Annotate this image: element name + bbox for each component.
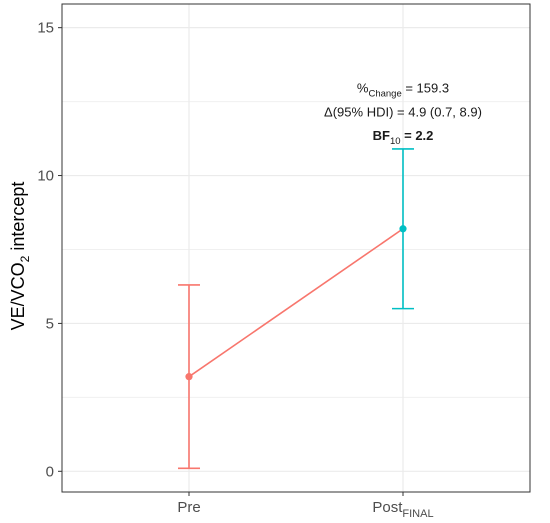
y-tick-label: 5 — [46, 315, 54, 332]
series-line — [188, 228, 404, 378]
annotation-delta-hdi: Δ(95% HDI) = 4.9 (0.7, 8.9) — [324, 104, 482, 119]
annotation-percent-change: %Change = 159.3 — [357, 81, 449, 100]
data-point — [185, 373, 193, 381]
x-tick-label: Pre — [177, 499, 200, 516]
data-point — [399, 225, 407, 233]
plot-panel-border — [61, 3, 531, 493]
y-axis-title: VE/VCO2 intercept — [8, 182, 32, 331]
plot-panel-background — [62, 4, 530, 492]
annotation-bayes-factor: BF10 = 2.2 — [373, 128, 434, 147]
x-tick-label: PostFINAL — [372, 499, 433, 520]
y-tick-label: 0 — [46, 463, 54, 480]
axis-ticks: 0 5 10 15 Pre PostFINAL — [37, 20, 433, 520]
y-tick-label: 10 — [37, 168, 54, 185]
data-marks — [178, 148, 414, 470]
y-tick-label: 15 — [37, 20, 54, 37]
grid-lines — [62, 4, 530, 492]
